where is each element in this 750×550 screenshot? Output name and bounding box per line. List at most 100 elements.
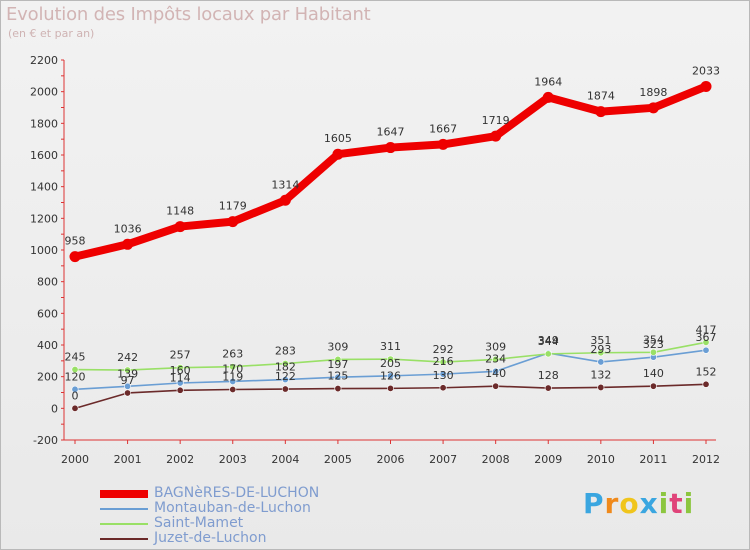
legend-label-bagneres: BAGNèRES-DE-LUCHON [154,485,320,501]
data-point [71,385,79,393]
data-label: 1667 [429,122,457,135]
data-label: 1874 [587,90,615,103]
data-point [281,376,289,384]
data-point [490,130,502,142]
legend-swatch-montauban [100,507,148,510]
y-tick-label: 2200 [30,54,58,67]
data-point [700,80,712,92]
data-label: 128 [538,369,559,382]
data-label: 367 [696,331,717,344]
data-label: 323 [643,338,664,351]
data-label: 170 [222,362,243,375]
data-label: 1898 [639,86,667,99]
y-tick-label: 1600 [30,149,58,162]
data-label: 205 [380,357,401,370]
data-point [176,364,184,372]
data-label: 292 [433,343,454,356]
data-label: 1605 [324,132,352,145]
data-point [122,238,134,250]
logo-letter: t [669,487,684,520]
data-label: 140 [485,367,506,380]
data-label: 119 [222,370,243,383]
data-label: 120 [65,370,86,383]
data-label: 1314 [271,178,299,191]
data-label: 351 [590,334,611,347]
data-point [332,148,344,160]
x-tick-label: 2004 [271,453,299,466]
data-label: 293 [590,343,611,356]
legend-label-juzet: Juzet-de-Luchon [154,530,267,546]
data-point [279,194,291,206]
data-label: 311 [380,340,401,353]
data-label: 2033 [692,64,720,77]
y-tick-label: 1200 [30,212,58,225]
data-point [71,366,79,374]
data-label: 182 [275,361,296,374]
y-tick-label: 200 [37,371,58,384]
data-point [227,216,239,228]
data-point [385,142,396,154]
x-tick-label: 2012 [692,453,720,466]
data-label: 114 [170,371,191,384]
data-label: 242 [117,351,138,364]
x-tick-label: 2011 [639,453,667,466]
data-point [492,367,500,375]
x-tick-label: 2007 [429,453,457,466]
data-label: 140 [643,367,664,380]
data-label: 139 [117,367,138,380]
data-point [597,349,605,357]
data-point [229,377,237,385]
data-label: 309 [327,340,348,353]
data-point [437,138,449,150]
legend-swatch-saint-mamet [100,522,148,525]
data-label: 245 [65,351,86,364]
y-tick-label: 1800 [30,117,58,130]
x-tick-label: 2008 [482,453,510,466]
data-label: 122 [275,370,296,383]
logo-letter: o [619,487,640,520]
data-point [439,358,447,366]
data-label: 1647 [377,126,405,139]
data-point [281,360,289,368]
chart-title: Evolution des Impôts locaux par Habitant [6,4,371,25]
legend-item-juzet: Juzet-de-Luchon [100,531,319,546]
x-tick-label: 2009 [534,453,562,466]
x-tick-label: 2005 [324,453,352,466]
data-point [229,385,237,393]
y-tick-label: 600 [37,307,58,320]
data-label: 257 [170,349,191,362]
data-label: 234 [485,352,506,365]
data-point [386,355,394,363]
data-point [334,355,342,363]
legend-swatch-juzet [100,537,148,540]
data-point [124,389,132,397]
data-point [649,348,657,356]
data-point [124,366,132,374]
data-point [595,106,607,118]
data-label: 283 [275,345,296,358]
y-tick-label: 800 [37,276,58,289]
data-label: 132 [590,368,611,381]
x-tick-label: 2010 [587,453,615,466]
legend-swatch-bagneres [100,489,148,498]
data-label: 344 [538,335,559,348]
data-point [702,346,710,354]
data-point [229,363,237,371]
data-label: 216 [433,355,454,368]
data-point [334,373,342,381]
y-tick-label: 0 [51,402,58,415]
chart-subtitle: (en € et par an) [8,27,95,40]
data-point [544,384,552,392]
data-point [334,385,342,393]
data-point [71,404,79,412]
logo-letter: x [639,487,659,520]
proxiti-logo: Proxiti [583,487,694,520]
data-point [69,251,81,263]
data-point [702,380,710,388]
data-label: 197 [327,358,348,371]
data-point [176,386,184,394]
data-label: 263 [222,348,243,361]
data-point [386,372,394,380]
